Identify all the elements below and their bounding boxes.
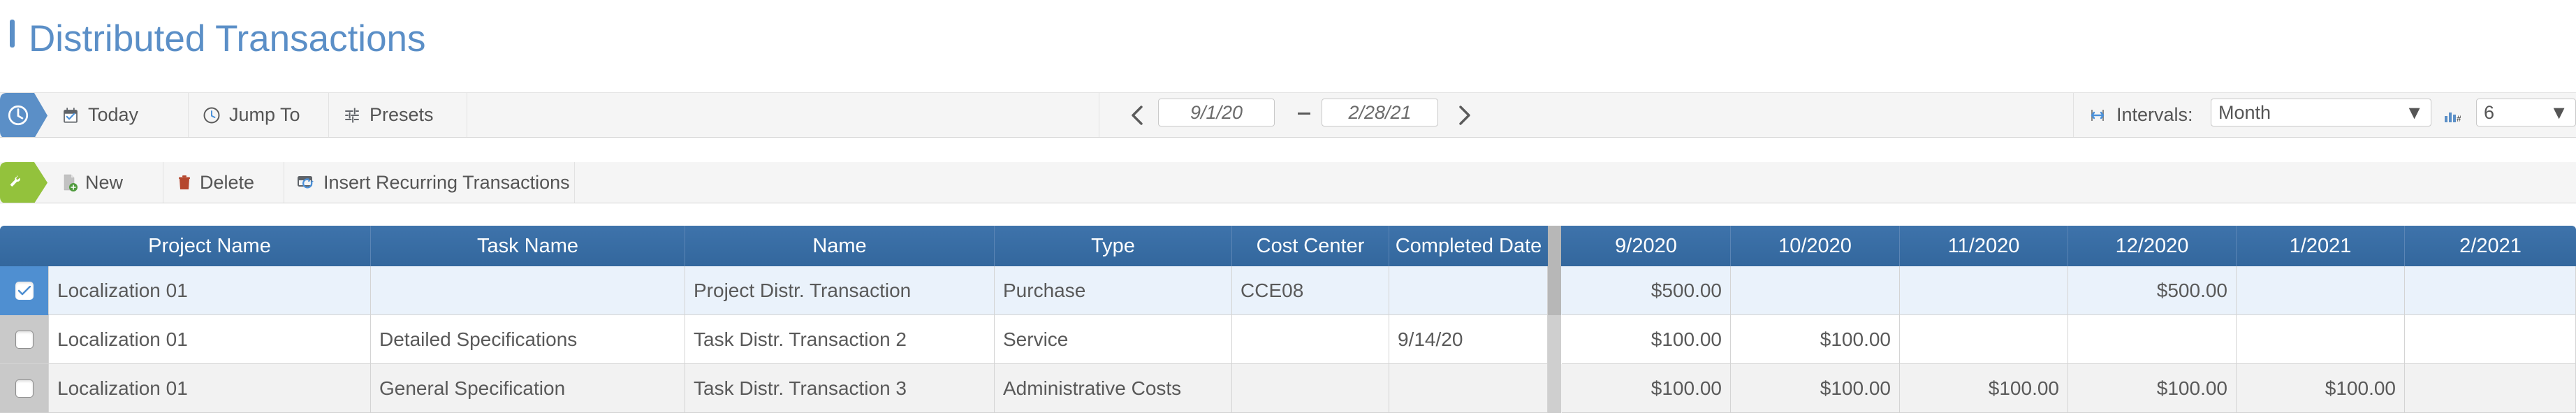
svg-text:#: # [2457,114,2461,124]
